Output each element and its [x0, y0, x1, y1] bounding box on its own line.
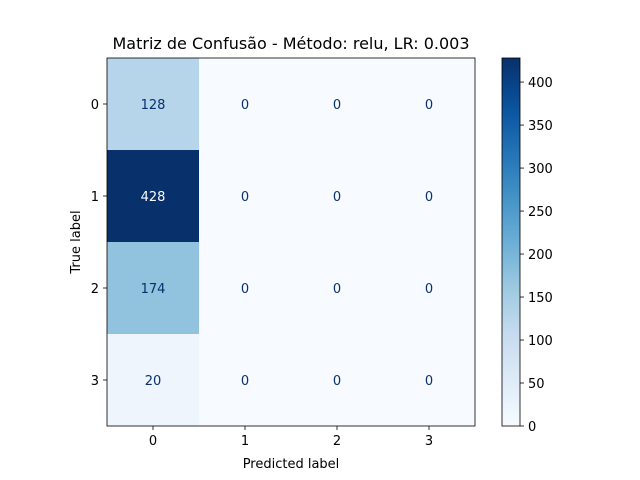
colorbar-tick-label-7: 350 — [528, 119, 553, 134]
colorbar-tick-label-1: 50 — [528, 377, 545, 392]
colorbar-tick-label-3: 150 — [528, 291, 553, 306]
y-axis-label: True label — [69, 210, 84, 274]
x-axis-label: Predicted label — [243, 457, 340, 472]
cell-value-1-2: 0 — [333, 190, 341, 205]
cell-value-0-0: 128 — [141, 98, 166, 113]
colorbar-frame — [501, 57, 521, 427]
colorbar-tick-label-2: 100 — [528, 334, 553, 349]
x-ticks: 0 1 2 3 — [149, 426, 433, 449]
cell-value-2-2: 0 — [333, 282, 341, 297]
colorbar-tick-label-5: 250 — [528, 205, 553, 220]
x-tick-label-2: 2 — [333, 434, 341, 449]
matrix-frame — [106, 57, 476, 427]
cell-value-2-3: 0 — [425, 282, 433, 297]
cell-value-3-2: 0 — [333, 374, 341, 389]
y-tick-label-0: 0 — [91, 98, 99, 113]
cell-1-3 — [383, 150, 475, 242]
y-tick-label-3: 3 — [91, 374, 99, 389]
cell-0-0 — [107, 58, 199, 150]
cell-value-0-3: 0 — [425, 98, 433, 113]
cell-2-3 — [383, 242, 475, 334]
cell-value-2-1: 0 — [241, 282, 249, 297]
cell-0-1 — [199, 58, 291, 150]
x-tick-label-1: 1 — [241, 434, 249, 449]
cell-value-1-0: 428 — [141, 190, 166, 205]
matrix-group: 128 0 0 0 428 0 0 0 174 0 0 0 20 0 0 0 — [106, 57, 476, 427]
colorbar-tick-label-8: 400 — [528, 76, 553, 91]
cell-value-0-1: 0 — [241, 98, 249, 113]
cell-3-2 — [291, 334, 383, 426]
cell-value-3-0: 20 — [145, 374, 162, 389]
cell-3-1 — [199, 334, 291, 426]
colorbar: 0 50 100 150 200 250 300 350 400 — [501, 57, 553, 435]
colorbar-gradient — [502, 58, 520, 426]
cell-3-0 — [107, 334, 199, 426]
cell-value-1-1: 0 — [241, 190, 249, 205]
colorbar-tick-label-6: 300 — [528, 162, 553, 177]
y-ticks: 0 1 2 3 — [91, 98, 107, 389]
cell-2-0 — [107, 242, 199, 334]
cell-1-1 — [199, 150, 291, 242]
colorbar-tick-label-4: 200 — [528, 248, 553, 263]
cell-2-2 — [291, 242, 383, 334]
cell-0-2 — [291, 58, 383, 150]
chart-title: Matriz de Confusão - Método: relu, LR: 0… — [112, 34, 469, 53]
y-tick-label-1: 1 — [91, 190, 99, 205]
cell-value-3-3: 0 — [425, 374, 433, 389]
cell-1-0 — [107, 150, 199, 242]
cell-value-1-3: 0 — [425, 190, 433, 205]
y-tick-label-2: 2 — [91, 282, 99, 297]
cell-value-2-0: 174 — [141, 282, 166, 297]
cell-3-3 — [383, 334, 475, 426]
cell-2-1 — [199, 242, 291, 334]
x-tick-label-3: 3 — [425, 434, 433, 449]
cell-value-0-2: 0 — [333, 98, 341, 113]
x-tick-label-0: 0 — [149, 434, 157, 449]
colorbar-tick-label-0: 0 — [528, 420, 536, 435]
cell-value-3-1: 0 — [241, 374, 249, 389]
cell-0-3 — [383, 58, 475, 150]
cell-1-2 — [291, 150, 383, 242]
